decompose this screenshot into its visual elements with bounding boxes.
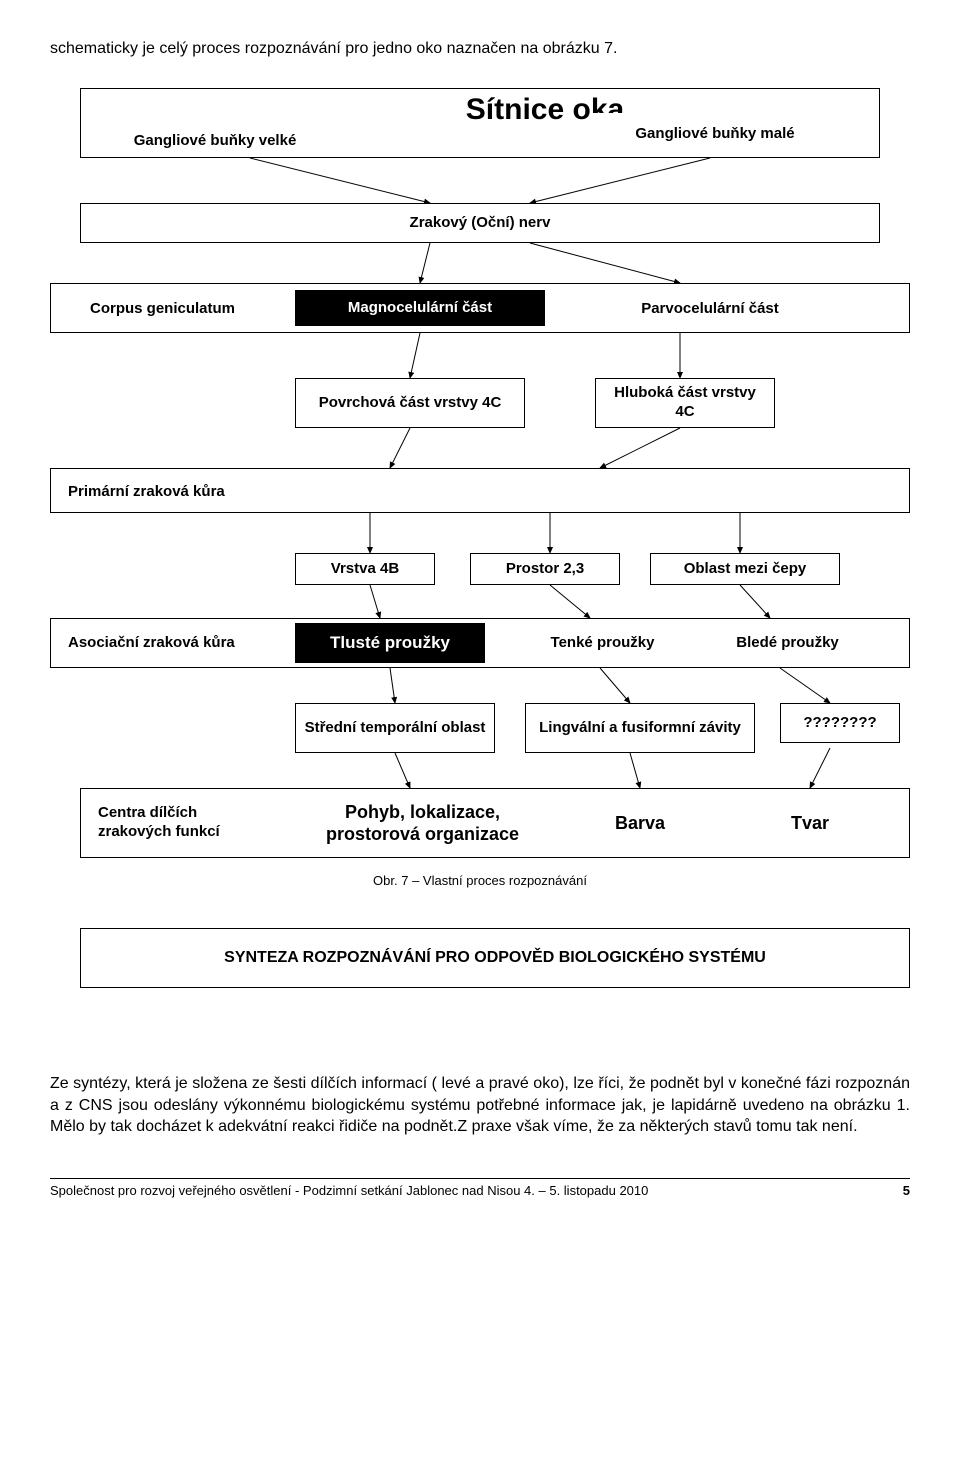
barva: Barva xyxy=(580,808,700,838)
zrakovy: Zrakový (Oční) nerv xyxy=(350,208,610,238)
gang-velke: Gangliové buňky velké xyxy=(85,128,345,154)
hluboka: Hluboká část vrstvy 4C xyxy=(595,378,775,428)
tenke: Tenké proužky xyxy=(525,628,680,658)
magno: Magnocelulární část xyxy=(295,290,545,326)
footer: Společnost pro rozvoj veřejného osvětlen… xyxy=(50,1178,910,1198)
povrch: Povrchová část vrstvy 4C xyxy=(295,378,525,428)
lingvalni: Lingvální a fusiformní závity xyxy=(525,703,755,753)
figure-caption: Obr. 7 – Vlastní proces rozpoznávání xyxy=(50,873,910,888)
corpus: Corpus geniculatum xyxy=(60,293,265,325)
parvo: Parvocelulární část xyxy=(595,293,825,325)
paragraph: Ze syntézy, která je složena ze šesti dí… xyxy=(50,1073,910,1138)
diagram: Sítnice oka Gangliové buňky velké Gangli… xyxy=(50,88,910,1048)
prostor: Prostor 2,3 xyxy=(470,553,620,585)
intro-text: schematicky je celý proces rozpoznávání … xyxy=(50,40,910,58)
gang-male: Gangliové buňky malé xyxy=(590,113,840,155)
asoc: Asociační zraková kůra xyxy=(60,628,285,658)
centra: Centra dílčích zrakových funkcí xyxy=(90,803,280,843)
blede: Bledé proužky xyxy=(710,628,865,658)
stredni: Střední temporální oblast xyxy=(295,703,495,753)
synteza-box: SYNTEZA ROZPOZNÁVÁNÍ PRO ODPOVĚD BIOLOGI… xyxy=(80,928,910,988)
tvar: Tvar xyxy=(750,808,870,838)
oblast-cepy: Oblast mezi čepy xyxy=(650,553,840,585)
primarni: Primární zraková kůra xyxy=(60,478,285,506)
unknown: ???????? xyxy=(780,703,900,743)
tluste: Tlusté proužky xyxy=(295,623,485,663)
footer-left: Společnost pro rozvoj veřejného osvětlen… xyxy=(50,1183,648,1198)
pohyb: Pohyb, lokalizace, prostorová organizace xyxy=(310,793,535,853)
vrstva4b: Vrstva 4B xyxy=(295,553,435,585)
footer-page: 5 xyxy=(903,1183,910,1198)
